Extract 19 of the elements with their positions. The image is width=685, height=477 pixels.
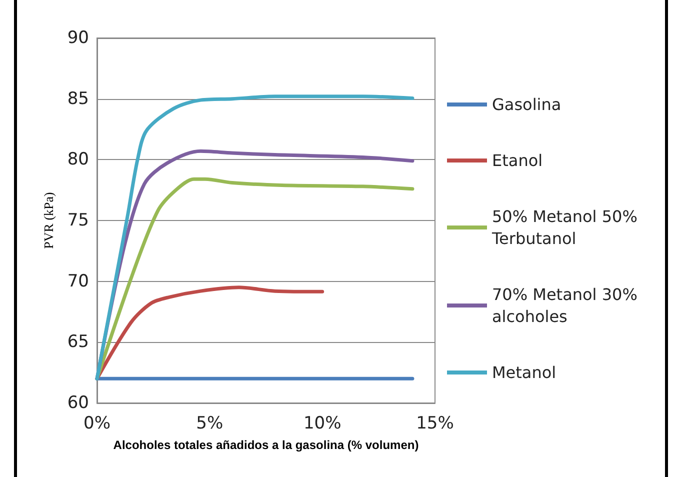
- x-tick-label: 15%: [416, 414, 454, 434]
- legend-label: Metanol: [492, 363, 556, 382]
- y-axis-title: PVR (kPa): [41, 192, 56, 249]
- y-tick-label: 70: [67, 271, 89, 292]
- x-tick-label: 0%: [84, 414, 110, 434]
- legend-label: Etanol: [492, 151, 543, 170]
- legend-label: Gasolina: [492, 95, 562, 114]
- y-tick-label: 60: [67, 393, 89, 413]
- legend-label: 50% Metanol 50% Terbutanol: [491, 207, 642, 248]
- y-tick-label: 90: [67, 28, 89, 48]
- x-tick-label: 5%: [196, 414, 224, 434]
- line-series: [95, 94, 414, 380]
- y-tick-label: 75: [67, 210, 89, 230]
- x-tick-label: 10%: [303, 414, 342, 434]
- x-axis-title: Alcoholes totales añadidos a la gasolina (% volumen): [113, 438, 419, 452]
- y-tick-label: 85: [67, 88, 89, 109]
- legend-label: 70% Metanol 30% alcoholes: [492, 285, 642, 326]
- y-tick-label: 65: [67, 332, 89, 352]
- y-tick-label: 80: [67, 150, 89, 170]
